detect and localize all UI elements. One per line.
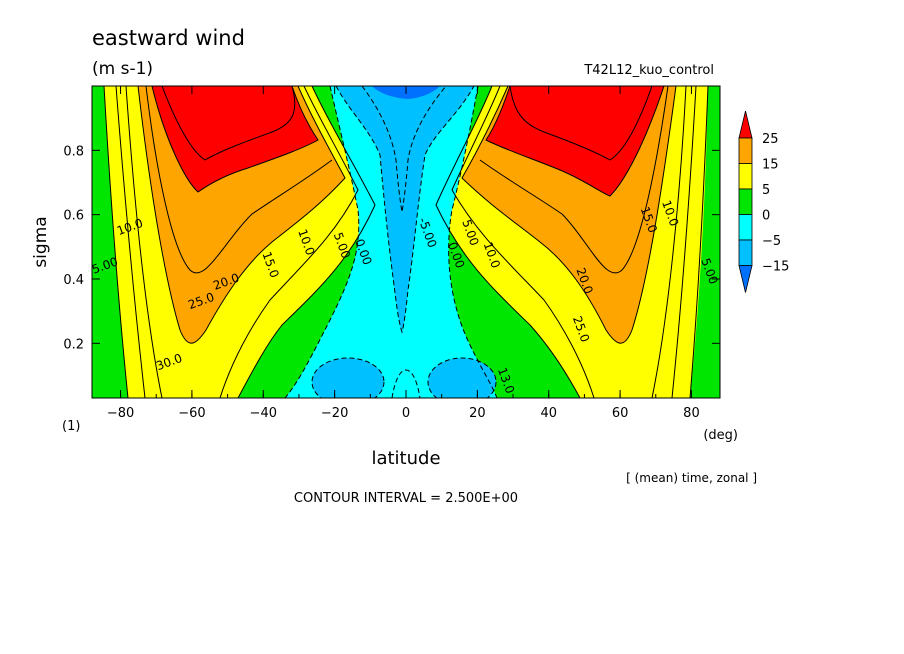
chart-title: eastward wind [92,26,245,50]
x-tick-label: 40 [540,406,557,421]
negative-contour-lines [284,86,498,398]
y-tick-label: 0.4 [63,273,84,288]
colorbar-swatch [738,239,753,266]
colorbar-label: 25 [762,132,779,147]
x-tick-label: 80 [683,406,700,421]
colorbar-swatch [738,188,753,215]
colorbar-swatch [738,163,753,190]
fill-above-25-south [152,86,318,192]
colorbar-label: 0 [762,209,770,224]
chart-units: (m s-1) [92,59,153,79]
colorbar-bottom-arrow [738,265,753,293]
run-label: T42L12_kuo_control [583,63,714,78]
contour-field [92,86,720,398]
fill-minus15-to-minus5 [336,86,474,332]
colorbar-label: 15 [762,158,779,173]
colorbar-label: 5 [762,183,770,198]
y-axis: 0.2 0.4 0.6 0.8 [63,144,720,352]
x-tick-label: −40 [250,406,277,421]
y-tick-label: 0.6 [63,209,84,224]
fill-above-25-north [486,86,664,196]
y-tick-label: 0.2 [63,337,84,352]
y-axis-label: sigma [31,216,51,267]
y-tick-label: 0.8 [63,144,84,159]
x-tick-label: −20 [321,406,348,421]
x-tick-label: 0 [402,406,410,421]
x-tick-label: −80 [107,406,134,421]
averaging-note: [ (mean) time, zonal ] [626,471,757,485]
contour-interval-note: CONTOUR INTERVAL = 2.500E+00 [294,491,518,506]
colorbar-swatch [738,214,753,241]
x-tick-label: 60 [612,406,629,421]
colorbar-label: −5 [762,234,781,249]
contour-lines [103,86,709,398]
x-tick-label: 20 [469,406,486,421]
colorbar: 25 15 5 0 −5 −15 [738,110,789,293]
colorbar-top-arrow [738,110,753,139]
colorbar-swatch [738,137,753,164]
x-unit-label: (deg) [703,428,738,443]
x-axis: −80 −60 −40 −20 0 20 40 60 80 [107,86,700,421]
fill-low-level-blob-south [312,358,384,398]
x-axis-label: latitude [371,448,440,469]
fill-low-level-blob-north [428,358,496,398]
colorbar-label: −15 [762,260,789,275]
x-tick-label: −60 [178,406,205,421]
y-unit-label: (1) [62,419,80,434]
